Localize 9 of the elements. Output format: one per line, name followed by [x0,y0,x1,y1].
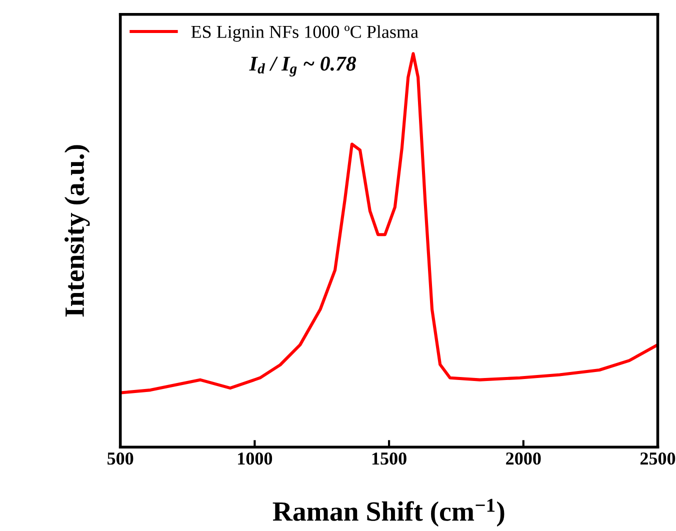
y-axis-title: Intensity (a.u.) [64,145,90,317]
annotation: I$_{d}$ / I$_{g}$ ~ 0.78 [249,56,356,76]
x-tick-label: 500 [108,452,134,465]
legend-label: ES Lignin NFs 1000 ºC Plasma [191,25,418,42]
x-tick-label: 2000 [506,452,541,465]
x-tick-label: 1000 [238,452,272,465]
x-tick-label: 2500 [640,452,676,465]
x-axis-title: Raman Shift (cm$^{−1}$) [272,498,504,527]
x-tick-label: 1500 [372,452,406,465]
